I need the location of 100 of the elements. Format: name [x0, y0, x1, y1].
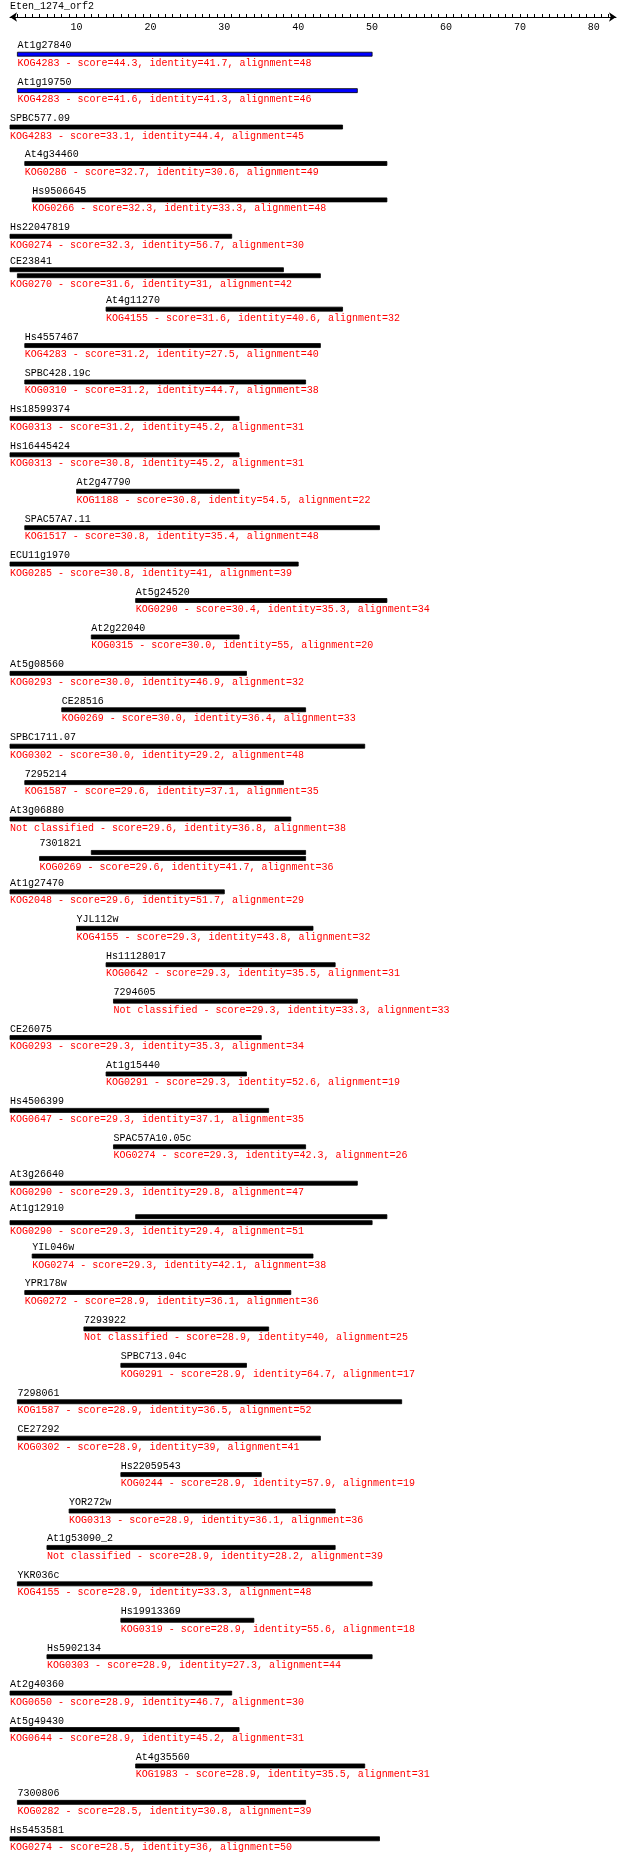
- bar: [83, 1326, 270, 1332]
- bar: [16, 1435, 321, 1441]
- y-tick-label: At1g53090_2: [46, 1533, 113, 1545]
- annotation: KOG0291 - score=28.9, identity=64.7, alignment=17: [120, 1368, 415, 1380]
- annotation: KOG0269 - score=30.0, identity=36.4, alignment=33: [61, 713, 356, 725]
- y-tick-label: Hs4506399: [10, 1096, 65, 1108]
- annotation: KOG0313 - score=31.2, identity=45.2, alignment=31: [10, 421, 305, 433]
- bar: [24, 343, 321, 348]
- y-tick-label: At3g26640: [10, 1169, 65, 1181]
- y-tick-label: CE27292: [17, 1424, 60, 1436]
- bar: [9, 1836, 380, 1842]
- bar: [46, 1545, 336, 1550]
- annotation: KOG0315 - score=30.0, identity=55, alignment=20: [91, 640, 374, 652]
- annotation: KOG0274 - score=29.3, identity=42.3, alignment=26: [113, 1150, 408, 1162]
- bar: [105, 1071, 247, 1077]
- annotation: KOG0244 - score=28.9, identity=57.9, alignment=19: [120, 1478, 415, 1490]
- bar: [135, 598, 388, 603]
- annotation: KOG1983 - score=28.9, identity=35.5, alignment=31: [135, 1769, 430, 1781]
- x-tick-label: 10: [70, 21, 83, 33]
- y-tick-label: 7298061: [17, 1387, 60, 1399]
- bar: [9, 416, 240, 421]
- bar: [9, 452, 240, 458]
- annotation: KOG0290 - score=29.3, identity=29.8, alignment=47: [10, 1186, 305, 1198]
- y-tick-label: At1g27470: [10, 877, 65, 889]
- bar: [113, 1144, 307, 1150]
- annotation: KOG0642 - score=29.3, identity=35.5, alignment=31: [106, 968, 401, 980]
- y-tick-label: Hs18599374: [10, 404, 71, 416]
- y-tick-label: YOR272w: [69, 1497, 112, 1509]
- y-tick-label: 7293922: [83, 1314, 126, 1326]
- bar: [135, 1763, 366, 1769]
- y-tick-label: SPBC713.04c: [120, 1351, 187, 1363]
- y-tick-label: 7295214: [24, 768, 67, 780]
- annotation: KOG0302 - score=30.0, identity=29.2, alignment=48: [10, 749, 305, 761]
- y-tick-label: Hs5453581: [10, 1824, 65, 1836]
- bar: [16, 1799, 307, 1805]
- y-tick-label: Hs22047819: [10, 222, 71, 234]
- annotation: KOG0313 - score=28.9, identity=36.1, alignment=36: [69, 1514, 364, 1526]
- annotation: KOG4283 - score=44.3, identity=41.7, alignment=48: [17, 57, 312, 69]
- y-tick-label: At1g27840: [17, 40, 72, 52]
- bar: [9, 743, 366, 749]
- bar: [9, 1727, 240, 1732]
- bar: [61, 707, 307, 713]
- y-tick-label: YJL112w: [76, 914, 119, 926]
- y-tick-label: Hs5902134: [46, 1642, 101, 1654]
- annotation: KOG0274 - score=28.5, identity=36, alignment=50: [10, 1842, 293, 1854]
- y-tick-label: CE23841: [10, 255, 53, 267]
- bar: [76, 488, 240, 494]
- annotation: KOG0266 - score=32.3, identity=33.3, alignment=48: [32, 203, 327, 215]
- bar: [16, 51, 373, 57]
- y-tick-label: Hs9506645: [32, 185, 87, 197]
- bar: [9, 124, 343, 130]
- bar: [113, 998, 358, 1004]
- y-tick-label: At3g06880: [10, 805, 65, 817]
- bar: [68, 1508, 336, 1514]
- y-tick-label: Hs19913369: [120, 1606, 181, 1618]
- annotation: KOG4155 - score=28.9, identity=33.3, alignment=48: [17, 1587, 312, 1599]
- bar: [31, 1253, 314, 1259]
- bar: [31, 197, 388, 203]
- y-tick-label: At1g15440: [106, 1059, 161, 1071]
- y-tick-label: SPBC577.09: [10, 113, 71, 125]
- y-tick-label: YIL046w: [32, 1242, 75, 1254]
- annotation: KOG0274 - score=32.3, identity=56.7, alignment=30: [10, 239, 305, 251]
- annotation: KOG0302 - score=28.9, identity=39, alignment=41: [17, 1441, 300, 1453]
- annotation: KOG4283 - score=33.1, identity=44.4, alignment=45: [10, 130, 305, 142]
- bar: [105, 962, 336, 968]
- annotation: KOG4155 - score=31.6, identity=40.6, alignment=32: [106, 312, 401, 324]
- annotation: KOG0644 - score=28.9, identity=45.2, alignment=31: [10, 1733, 305, 1745]
- bar: [9, 1690, 233, 1696]
- bar: [105, 306, 343, 312]
- y-tick-label: SPAC57A10.05c: [113, 1132, 192, 1144]
- bar: [9, 816, 292, 822]
- annotation: KOG0270 - score=31.6, identity=31, alignment=42: [10, 279, 293, 291]
- annotation: KOG0290 - score=29.3, identity=29.4, alignment=51: [10, 1226, 305, 1238]
- annotation: Not classified - score=28.9, identity=40, alignment=25: [83, 1332, 408, 1344]
- annotation: KOG0293 - score=30.0, identity=46.9, alignment=32: [10, 676, 305, 688]
- y-tick-label: 7301821: [39, 838, 82, 850]
- y-tick-label: At5g08560: [10, 659, 65, 671]
- annotation: KOG0310 - score=31.2, identity=44.7, alignment=38: [24, 385, 319, 397]
- bar: [9, 1180, 358, 1186]
- bar: [24, 379, 307, 385]
- y-tick-label: At2g22040: [91, 622, 146, 634]
- x-tick-label: 70: [513, 21, 526, 33]
- y-tick-label: Hs11128017: [106, 950, 167, 962]
- x-tick-label: 60: [440, 21, 453, 33]
- bar: [9, 1107, 270, 1113]
- y-tick-label: Hs4557467: [24, 331, 79, 343]
- x-tick-label: 30: [218, 21, 231, 33]
- bar: [9, 889, 225, 895]
- annotation: KOG0269 - score=29.6, identity=41.7, alignment=36: [39, 861, 334, 873]
- annotation: KOG4155 - score=29.3, identity=43.8, alignment=32: [76, 931, 371, 943]
- y-tick-label: 7294605: [113, 987, 156, 999]
- x-tick-label: 50: [366, 21, 379, 33]
- x-tick-label: 80: [587, 21, 600, 33]
- y-tick-label: At4g11270: [106, 295, 161, 307]
- y-tick-label: SPBC1711.07: [10, 732, 77, 744]
- annotation: KOG0319 - score=28.9, identity=55.6, alignment=18: [120, 1623, 415, 1635]
- annotation: KOG1587 - score=28.9, identity=36.5, alignment=52: [17, 1405, 312, 1417]
- annotation: KOG0650 - score=28.9, identity=46.7, alignment=30: [10, 1696, 305, 1708]
- bar: [24, 525, 380, 531]
- bar: [120, 1617, 255, 1623]
